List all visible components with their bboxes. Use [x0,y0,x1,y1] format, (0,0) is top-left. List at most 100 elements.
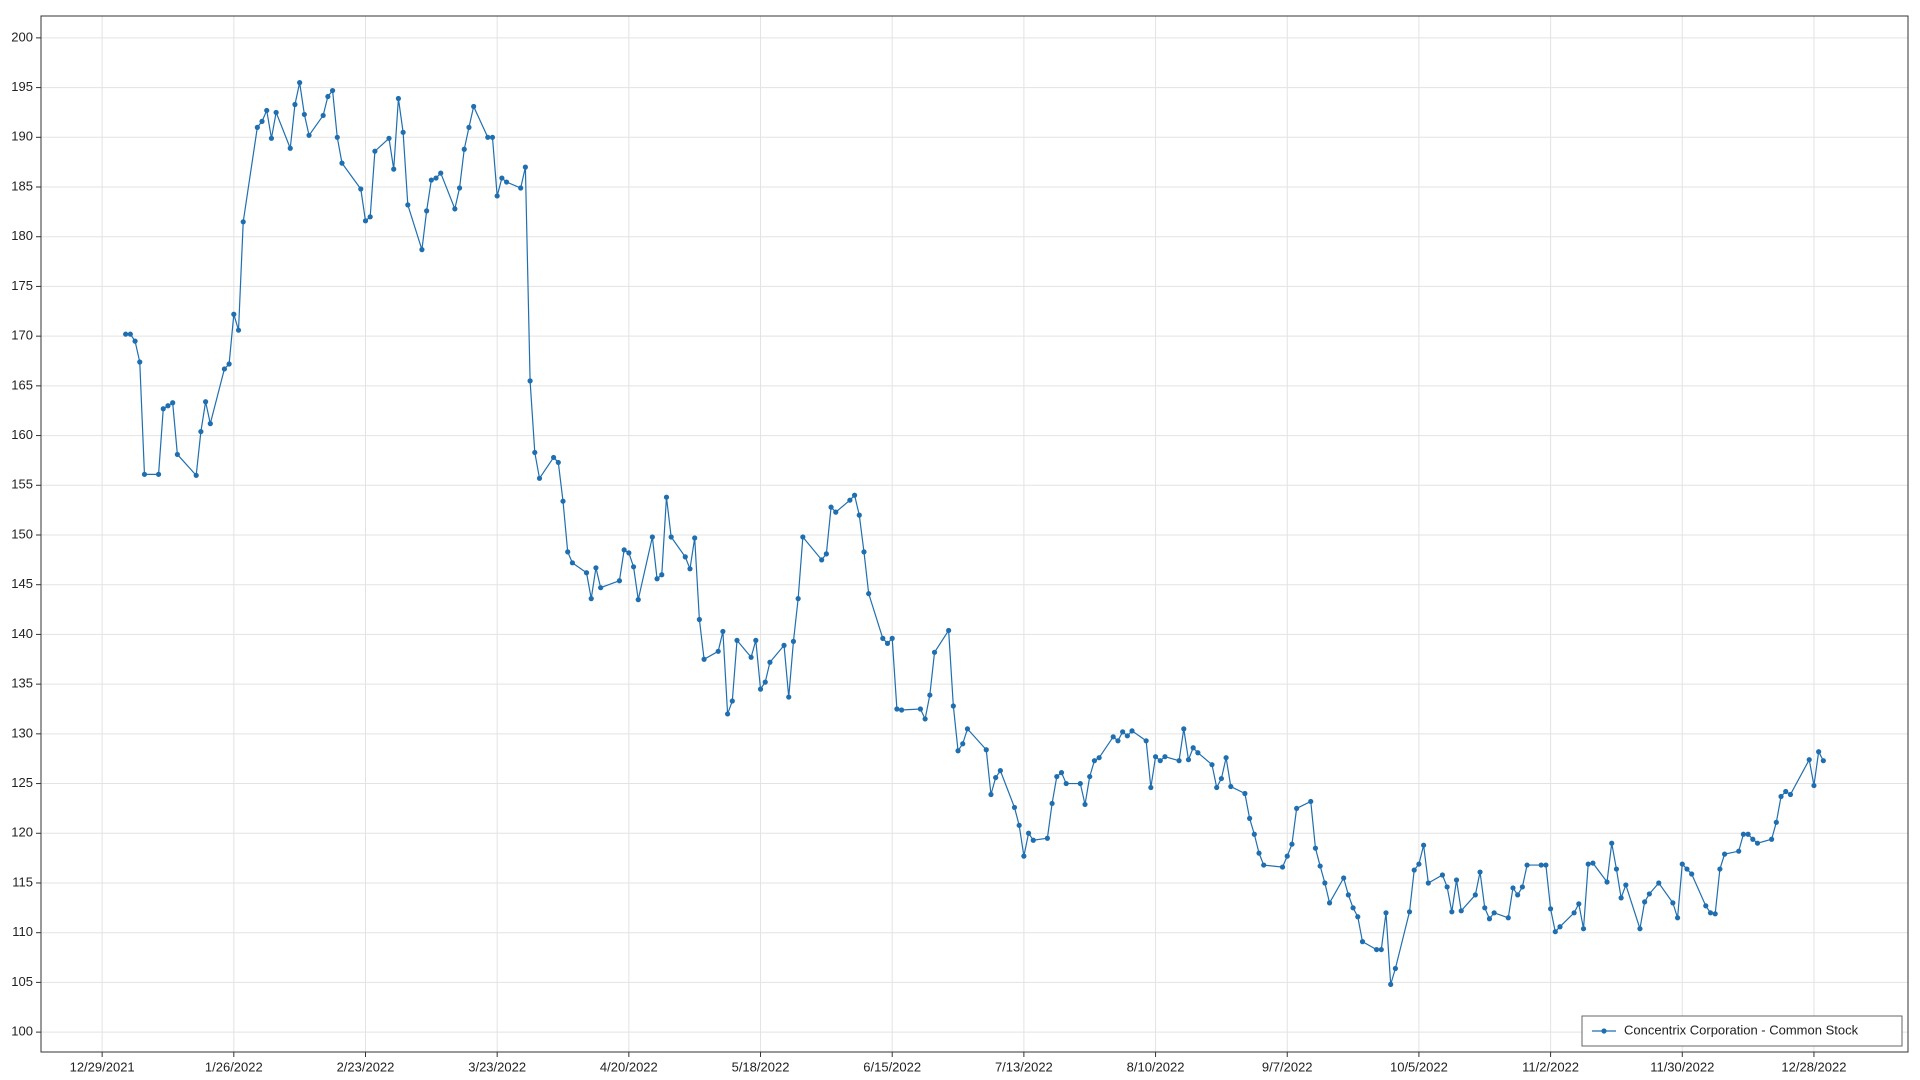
legend-box [1581,1015,1903,1047]
data-point [725,711,731,717]
data-point [386,135,392,141]
data-point [598,585,604,591]
data-point [1444,884,1450,890]
data-point [1143,738,1149,744]
data-point [551,454,557,461]
data-point [1646,891,1652,897]
data-point [536,475,543,481]
plot-frame [40,15,1909,1053]
data-point [532,449,538,456]
data-point [297,80,303,86]
data-point [565,549,571,555]
y-tick-label: 195 [11,79,33,94]
data-point [405,202,411,208]
data-point [823,551,829,557]
data-point [1411,867,1417,873]
data-point [626,550,632,556]
data-point [1355,914,1361,920]
data-point [456,185,463,191]
data-point [320,112,326,119]
data-point [795,596,801,602]
data-point [993,774,999,781]
data-point [1703,903,1709,909]
data-point [757,686,764,692]
x-tick-label: 11/2/2022 [1522,1059,1579,1074]
x-tick-label: 4/20/2022 [600,1059,658,1074]
data-point [1510,885,1516,891]
data-point [1486,916,1493,922]
data-point [964,726,971,732]
data-point [494,193,500,199]
data-point [518,185,524,191]
y-tick-label: 180 [11,228,33,243]
data-point [583,570,590,576]
data-point [527,378,533,384]
y-tick-label: 150 [11,526,33,541]
data-point [635,597,641,603]
data-point [1242,790,1248,797]
data-point [687,566,693,572]
data-point [198,428,204,435]
y-tick-label: 100 [11,1024,33,1039]
data-point [292,101,298,108]
data-point [1416,861,1422,867]
data-point [682,554,688,560]
data-point [894,706,900,712]
data-point [1543,862,1549,868]
data-point [1538,862,1544,868]
y-tick-label: 190 [11,129,33,144]
data-point [1251,831,1257,837]
legend-marker [1601,1028,1607,1034]
data-point [833,509,839,515]
data-point [1547,906,1554,912]
data-point [1350,905,1356,911]
data-point [729,698,735,704]
data-point [1656,880,1662,886]
data-point [1228,783,1234,790]
data-point [235,327,242,333]
data-point [983,747,989,753]
data-point [654,576,660,582]
data-point [489,134,496,140]
y-tick-label: 120 [11,825,33,840]
data-point [1044,835,1050,841]
y-tick-label: 175 [11,278,33,293]
data-point [748,654,754,660]
data-point [1054,773,1060,780]
data-point [800,534,806,540]
data-point [899,707,905,713]
data-point [931,649,938,655]
y-tick-label: 185 [11,178,33,193]
data-point [1783,788,1789,795]
data-point [880,635,886,641]
data-point [1209,762,1215,768]
data-point [287,145,293,151]
data-point [461,146,467,152]
data-point [1740,831,1747,837]
data-point [1115,738,1121,744]
data-point [433,175,439,181]
x-tick-label: 6/15/2022 [863,1059,921,1074]
data-point [1557,924,1563,930]
data-point [1406,909,1413,915]
data-point [1552,929,1558,935]
data-point [917,706,924,712]
data-point [127,331,133,337]
data-point [649,534,655,540]
data-point [428,177,434,183]
y-tick-label: 105 [11,974,33,989]
x-tick-label: 2/23/2022 [337,1059,395,1074]
data-point [170,400,176,406]
data-point [819,557,825,563]
data-point [950,703,956,709]
data-point [1326,900,1333,906]
data-point [1613,866,1620,872]
data-point [259,118,265,124]
y-tick-label: 115 [12,874,33,889]
data-point [889,635,895,641]
data-point [1425,880,1431,886]
data-point [1223,755,1229,761]
data-point [960,741,966,747]
data-point [847,497,853,503]
